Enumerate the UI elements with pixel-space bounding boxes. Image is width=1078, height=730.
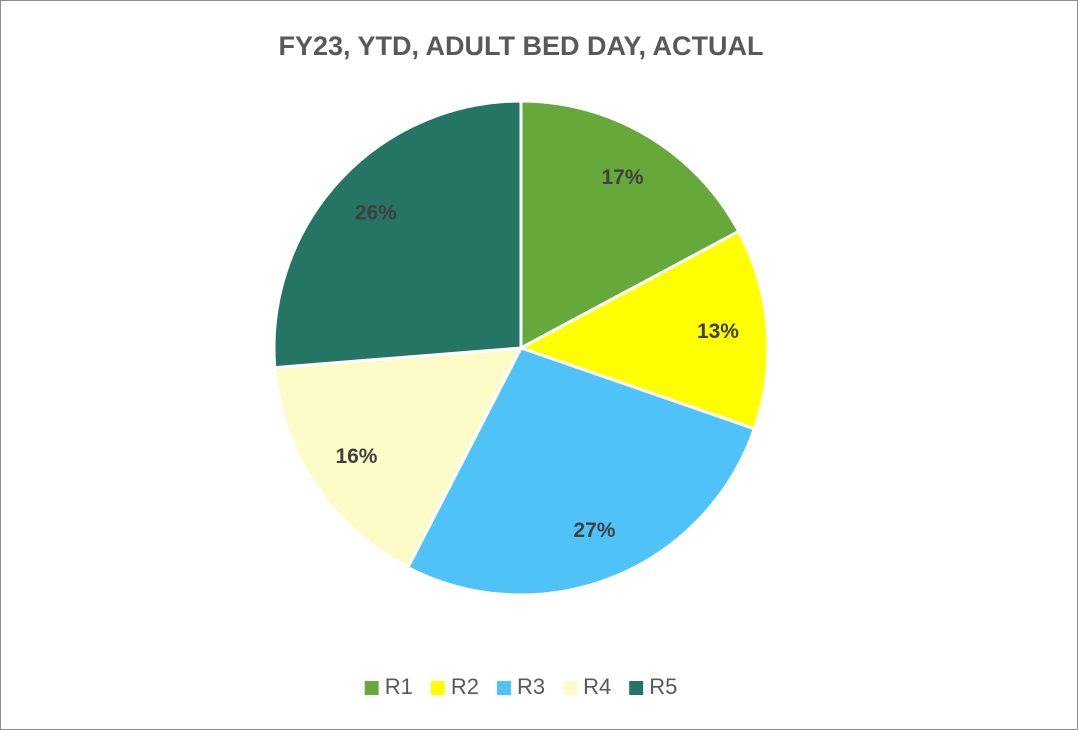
pie-slice [272,99,523,370]
data-label: 16% [335,445,377,468]
legend-label: R3 [517,674,545,699]
legend-swatch [496,681,511,695]
pie-slice [519,99,741,351]
chart-title: FY23, YTD, ADULT BED DAY, ACTUAL [278,31,763,61]
pie-slice [405,346,757,597]
legend-swatch [563,681,578,695]
legend-swatch [629,681,644,695]
data-label: 26% [355,201,397,224]
legend-label: R5 [649,674,677,699]
legend-swatch [364,681,379,695]
data-label: 13% [697,320,739,343]
legend-label: R1 [385,674,413,699]
pie-slice [517,229,770,431]
legend-swatch [430,681,445,695]
data-label: 17% [601,166,643,189]
legend-label: R2 [451,674,479,699]
data-label: 27% [573,519,615,542]
pie-slice [273,346,524,570]
legend-label: R4 [583,674,611,699]
